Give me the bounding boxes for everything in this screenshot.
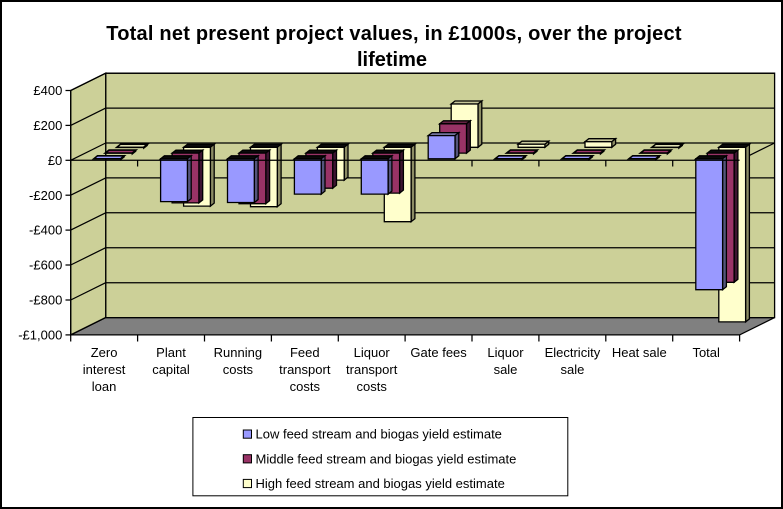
svg-text:£400: £400 bbox=[33, 83, 62, 98]
svg-text:costs: costs bbox=[290, 379, 321, 394]
svg-text:costs: costs bbox=[357, 379, 388, 394]
svg-text:Heat sale: Heat sale bbox=[612, 345, 667, 360]
svg-text:transport: transport bbox=[279, 362, 331, 377]
svg-text:Middle feed stream and biogas: Middle feed stream and biogas yield esti… bbox=[256, 451, 517, 466]
svg-text:High feed stream and biogas yi: High feed stream and biogas yield estima… bbox=[256, 476, 505, 491]
svg-text:-£1,000: -£1,000 bbox=[18, 328, 62, 343]
svg-text:sale: sale bbox=[494, 362, 518, 377]
svg-text:-£400: -£400 bbox=[29, 223, 62, 238]
svg-text:costs: costs bbox=[223, 362, 254, 377]
svg-text:Liquor: Liquor bbox=[487, 345, 524, 360]
svg-text:Feed: Feed bbox=[290, 345, 320, 360]
svg-text:Liquor: Liquor bbox=[354, 345, 391, 360]
svg-text:£200: £200 bbox=[33, 118, 62, 133]
svg-text:Electricity: Electricity bbox=[545, 345, 601, 360]
svg-text:Total: Total bbox=[692, 345, 720, 360]
svg-text:Low feed stream and biogas yie: Low feed stream and biogas yield estimat… bbox=[256, 427, 502, 442]
svg-text:Total net present project valu: Total net present project values, in £10… bbox=[106, 23, 682, 45]
svg-text:interest: interest bbox=[83, 362, 126, 377]
svg-text:-£200: -£200 bbox=[29, 188, 62, 203]
svg-text:Gate fees: Gate fees bbox=[410, 345, 467, 360]
svg-text:capital: capital bbox=[152, 362, 190, 377]
svg-text:Plant: Plant bbox=[156, 345, 186, 360]
svg-text:lifetime: lifetime bbox=[357, 49, 427, 71]
svg-text:-£800: -£800 bbox=[29, 293, 62, 308]
svg-text:Zero: Zero bbox=[91, 345, 118, 360]
svg-text:sale: sale bbox=[560, 362, 584, 377]
svg-text:Running: Running bbox=[214, 345, 262, 360]
svg-text:transport: transport bbox=[346, 362, 398, 377]
svg-text:loan: loan bbox=[92, 379, 117, 394]
svg-text:£0: £0 bbox=[48, 153, 62, 168]
svg-text:-£600: -£600 bbox=[29, 258, 62, 273]
